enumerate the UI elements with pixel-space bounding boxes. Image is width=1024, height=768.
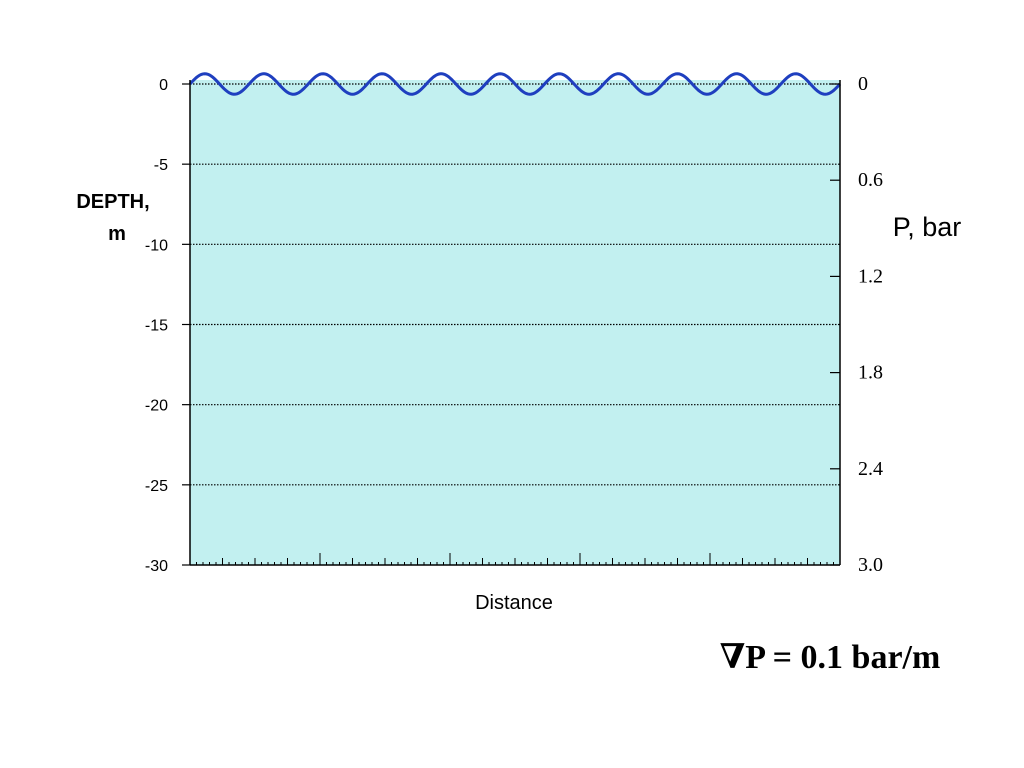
distance-axis-title: Distance	[475, 592, 553, 614]
depth-tick-label: -20	[145, 398, 168, 415]
pressure-gradient-formula: ∇P = 0.1 bar/m	[720, 639, 941, 676]
pressure-tick-label: 1.2	[858, 265, 883, 287]
pressure-tick-label: 2.4	[858, 458, 883, 480]
depth-tick-label: -10	[145, 237, 168, 254]
depth-axis-ticks: 0 -5 -10 -15 -20 -25 -30	[145, 77, 190, 575]
water-surface-wave	[188, 72, 842, 96]
pressure-tick-label: 1.8	[858, 362, 883, 384]
water-body	[190, 80, 840, 565]
pressure-axis-ticks: 0 0.6 1.2 1.8 2.4 3.0	[830, 73, 883, 576]
depth-tick-label: -15	[145, 318, 168, 335]
pressure-axis-title: P, bar	[893, 212, 962, 242]
distance-axis-ticks	[189, 553, 841, 565]
pressure-tick-label: 3.0	[858, 554, 883, 576]
pressure-tick-label: 0.6	[858, 169, 883, 191]
depth-tick-label: -30	[145, 558, 168, 575]
depth-axis-title-line2: m	[108, 223, 126, 245]
depth-tick-label: -25	[145, 478, 168, 495]
depth-tick-label: -5	[154, 157, 168, 174]
pressure-tick-label: 0	[858, 73, 868, 95]
depth-axis-title-line1: DEPTH,	[76, 191, 149, 213]
depth-tick-label: 0	[159, 77, 168, 94]
